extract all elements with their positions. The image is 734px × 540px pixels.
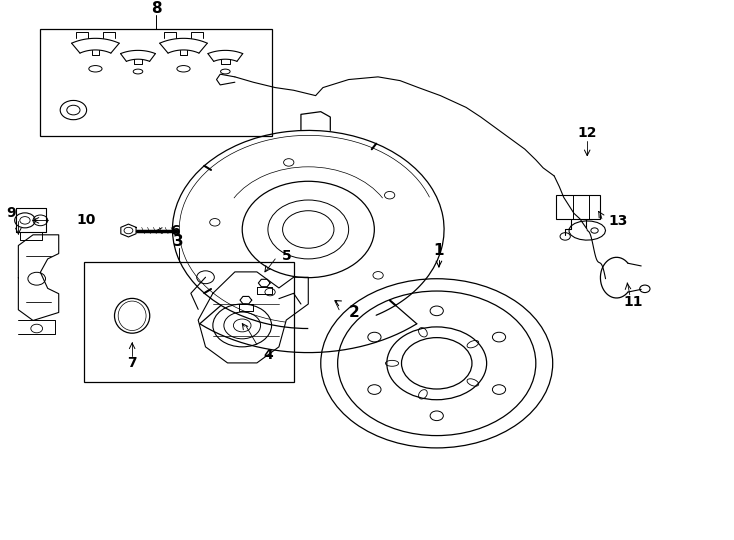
Text: 6: 6 <box>170 224 180 238</box>
Text: 9: 9 <box>6 206 16 220</box>
Text: 8: 8 <box>150 1 161 16</box>
Bar <box>556 194 600 219</box>
Text: 7: 7 <box>127 356 137 370</box>
Bar <box>40 29 272 136</box>
Text: 5: 5 <box>281 249 291 263</box>
Text: 3: 3 <box>173 234 184 249</box>
Text: 10: 10 <box>77 213 96 227</box>
Text: 2: 2 <box>349 305 359 320</box>
Text: 11: 11 <box>623 295 642 309</box>
Text: 1: 1 <box>434 244 444 258</box>
Text: 13: 13 <box>608 214 628 228</box>
Text: 12: 12 <box>578 126 597 140</box>
Bar <box>84 261 294 382</box>
Text: 4: 4 <box>263 348 273 362</box>
